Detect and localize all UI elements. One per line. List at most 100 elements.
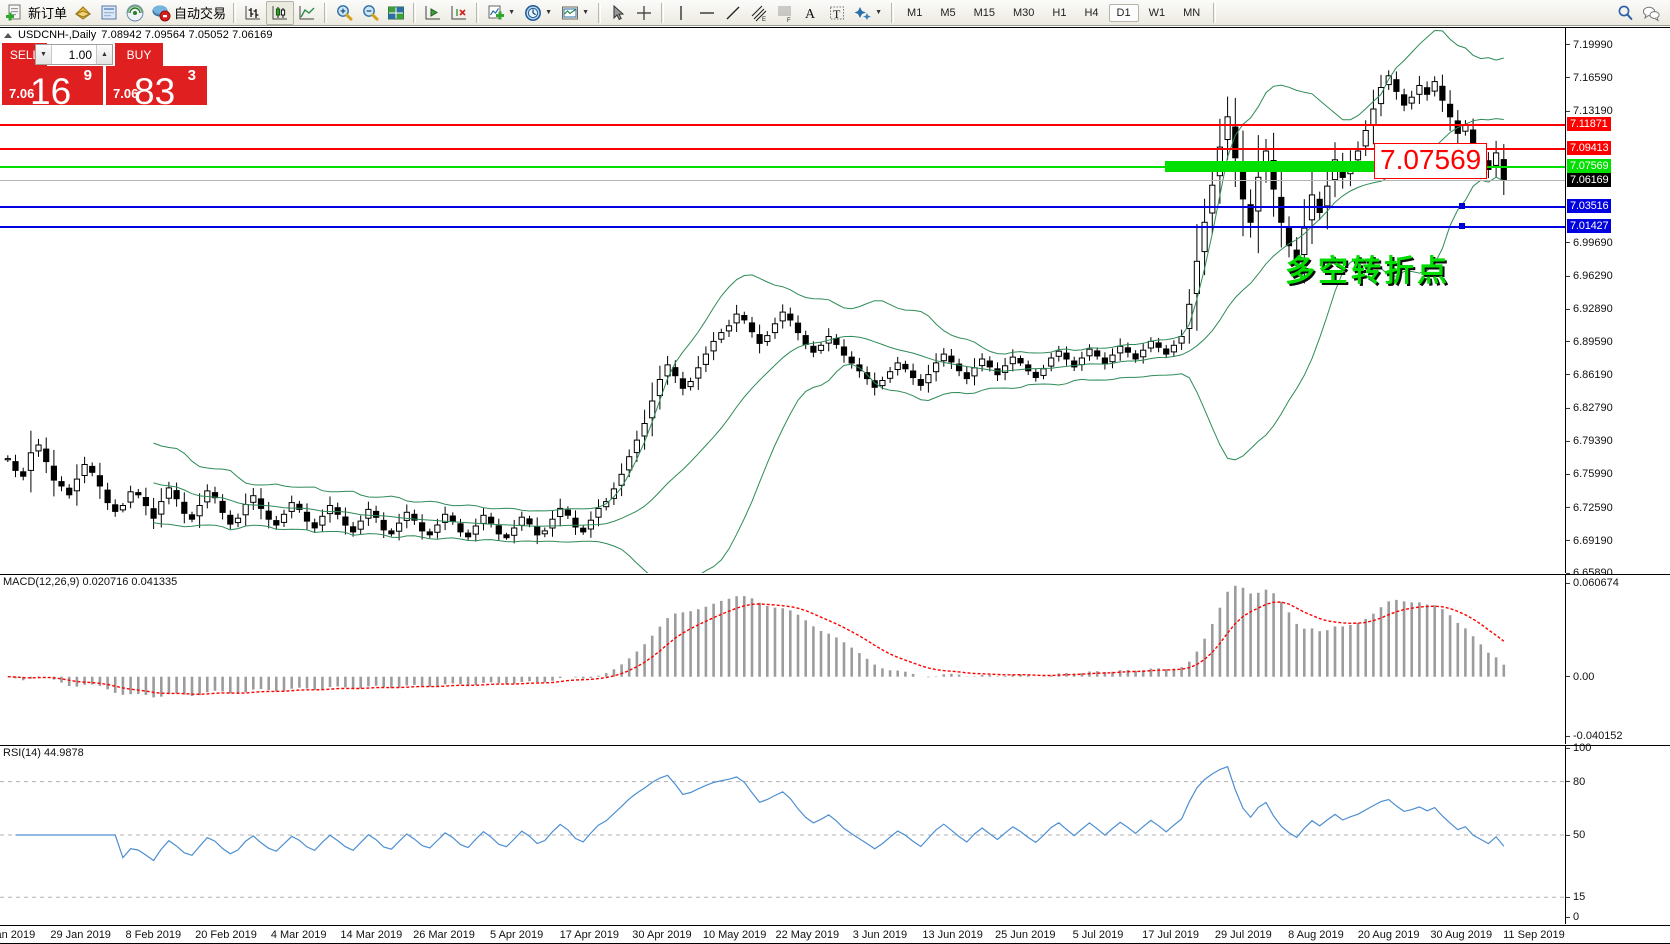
chart-shift-button[interactable] xyxy=(420,1,446,25)
search-button[interactable] xyxy=(1612,1,1638,25)
zoom-in-button[interactable] xyxy=(331,1,357,25)
new-order-button[interactable]: 新订单 xyxy=(2,1,70,25)
support-line-1-handle[interactable] xyxy=(1459,202,1465,209)
zoom-out-button[interactable] xyxy=(357,1,383,25)
vertical-line-icon xyxy=(671,3,691,23)
resistance-line-2[interactable] xyxy=(0,147,1565,150)
chart-symbol-label: USDCNH-,Daily xyxy=(18,29,97,41)
price-level-tag[interactable]: 7.11871 xyxy=(1567,116,1611,131)
buy-button[interactable]: BUY xyxy=(115,43,163,66)
cursor-icon xyxy=(608,3,628,23)
volume-decrease-icon[interactable]: ▼ xyxy=(36,45,52,64)
price-level-tag[interactable]: 7.07569 xyxy=(1567,158,1612,173)
chevron-down-icon[interactable]: ▼ xyxy=(508,9,515,16)
chevron-down-icon[interactable]: ▼ xyxy=(545,9,552,16)
macd-pane[interactable]: MACD(12,26,9) 0.020716 0.041335 0.060674… xyxy=(0,574,1670,744)
toolbar-separator xyxy=(413,2,417,23)
svg-text:F: F xyxy=(787,18,791,23)
equidistant-channel-button[interactable]: E xyxy=(746,1,772,25)
timeframe-m15[interactable]: M15 xyxy=(973,6,995,19)
date-axis[interactable]: 7 Jan 2019 29 Jan 2019 8 Feb 2019 20 Feb 20… xyxy=(0,925,1670,943)
bar-chart-button[interactable] xyxy=(240,1,266,25)
date-tick: 3 Jun 2019 xyxy=(852,929,908,941)
new-order-label: 新订单 xyxy=(28,6,68,21)
rsi-plot-area[interactable] xyxy=(0,746,1565,924)
collapse-triangle-icon[interactable] xyxy=(4,32,12,38)
macd-tick: 0.00 xyxy=(1566,671,1594,683)
timeframe-m30[interactable]: M30 xyxy=(1013,6,1035,19)
terminal-button[interactable] xyxy=(96,1,122,25)
price-scale[interactable]: 7.19990 7.16590 7.13190 6.99690 6.96290 6.928… xyxy=(1565,28,1670,579)
chevron-down-icon[interactable]: ▼ xyxy=(582,9,589,16)
price-level-tag[interactable]: 7.09413 xyxy=(1567,140,1612,155)
volume-value[interactable]: 1.00 xyxy=(68,47,92,62)
svg-text:A: A xyxy=(805,7,816,22)
price-pane[interactable]: 7.07569 多空转折点 7.19990 7.16590 7.13190 6.996… xyxy=(0,28,1670,579)
signals-button[interactable] xyxy=(122,1,148,25)
sell-price-pips: 16 xyxy=(30,71,72,105)
timeframe-h1[interactable]: H1 xyxy=(1052,6,1067,19)
timeframe-w1[interactable]: W1 xyxy=(1148,6,1166,19)
buy-price-pips: 83 xyxy=(134,71,176,105)
trendline-icon xyxy=(723,3,743,23)
text-button[interactable]: T xyxy=(824,1,850,25)
support-line-2-handle[interactable] xyxy=(1459,222,1465,229)
volume-stepper[interactable]: ▼ 1.00 ▲ xyxy=(35,44,113,65)
chart-shift-icon xyxy=(423,3,443,23)
crosshair-button[interactable] xyxy=(631,1,657,25)
timeframe-m5[interactable]: M5 xyxy=(940,6,956,19)
support-line-2[interactable] xyxy=(0,225,1565,228)
timeframe-group: M1 M5 M15 M30 H1 H4 D1 W1 MN xyxy=(898,3,1209,22)
chinese-annotation-label[interactable]: 多空转折点 xyxy=(1285,254,1450,289)
sell-price-display[interactable]: 7.06 16 9 xyxy=(2,66,103,105)
auto-scroll-button[interactable] xyxy=(446,1,472,25)
autotrading-button[interactable]: 自动交易 xyxy=(148,1,229,25)
timeframe-h4[interactable]: H4 xyxy=(1084,6,1099,19)
pivot-line[interactable] xyxy=(0,165,1565,168)
pivot-zone-highlight[interactable] xyxy=(1165,160,1461,172)
svg-text:T: T xyxy=(833,7,841,21)
one-click-trading-panel[interactable]: SELL ▼ 1.00 ▲ BUY 7.06 16 9 7.06 83 3 xyxy=(2,43,220,105)
rsi-scale[interactable]: 100 80 50 15 0 xyxy=(1565,742,1670,924)
period-icon xyxy=(523,3,543,23)
expert-advisors-button[interactable] xyxy=(70,1,96,25)
macd-plot-area[interactable] xyxy=(0,575,1565,744)
candlestick-chart-button[interactable] xyxy=(266,0,295,25)
support-line-1[interactable] xyxy=(0,205,1565,208)
shapes-button[interactable]: ▼ xyxy=(850,1,887,25)
auto-scroll-icon xyxy=(449,3,469,23)
price-tick: 6.92890 xyxy=(1566,303,1613,315)
period-button[interactable]: ▼ xyxy=(520,1,557,25)
timeframe-d1[interactable]: D1 xyxy=(1108,3,1139,22)
buy-price-display[interactable]: 7.06 83 3 xyxy=(106,66,207,105)
fibonacci-icon: F xyxy=(775,3,795,23)
timeframe-m1[interactable]: M1 xyxy=(907,6,923,19)
price-plot-area[interactable]: 7.07569 多空转折点 xyxy=(0,28,1565,573)
date-tick: 14 Mar 2019 xyxy=(340,929,403,941)
templates-button[interactable]: ▼ xyxy=(557,1,594,25)
macd-scale[interactable]: 0.060674 0.00 -0.040152 xyxy=(1565,575,1670,744)
text-label-button[interactable]: A xyxy=(798,1,824,25)
cursor-button[interactable] xyxy=(605,1,631,25)
vertical-line-button[interactable] xyxy=(668,1,694,25)
text-icon: T xyxy=(827,3,847,23)
chat-button[interactable] xyxy=(1638,1,1664,25)
chevron-down-icon[interactable]: ▼ xyxy=(875,9,882,16)
horizontal-line-button[interactable] xyxy=(694,1,720,25)
rsi-label: RSI(14) 44.9878 xyxy=(3,747,84,759)
date-tick: 17 Apr 2019 xyxy=(559,929,619,941)
timeframe-mn[interactable]: MN xyxy=(1183,6,1201,19)
line-chart-button[interactable] xyxy=(294,1,320,25)
fibonacci-button[interactable]: F xyxy=(772,1,798,25)
price-level-tag[interactable]: 7.01427 xyxy=(1567,218,1612,233)
indicators-button[interactable]: ▼ xyxy=(483,1,520,25)
rsi-pane[interactable]: RSI(14) 44.9878 100 80 50 15 0 xyxy=(0,742,1670,924)
data-window-button[interactable] xyxy=(383,1,409,25)
trendline-button[interactable] xyxy=(720,1,746,25)
volume-increase-icon[interactable]: ▲ xyxy=(96,45,112,64)
price-level-tag[interactable]: 7.03516 xyxy=(1567,198,1612,213)
resistance-line-1[interactable] xyxy=(0,123,1565,126)
chart-window[interactable]: USDCNH-,Daily 7.08942 7.09564 7.05052 7.… xyxy=(0,27,1670,944)
price-callout-label[interactable]: 7.07569 xyxy=(1374,142,1488,179)
price-level-tag[interactable]: 7.06169 xyxy=(1567,172,1612,187)
